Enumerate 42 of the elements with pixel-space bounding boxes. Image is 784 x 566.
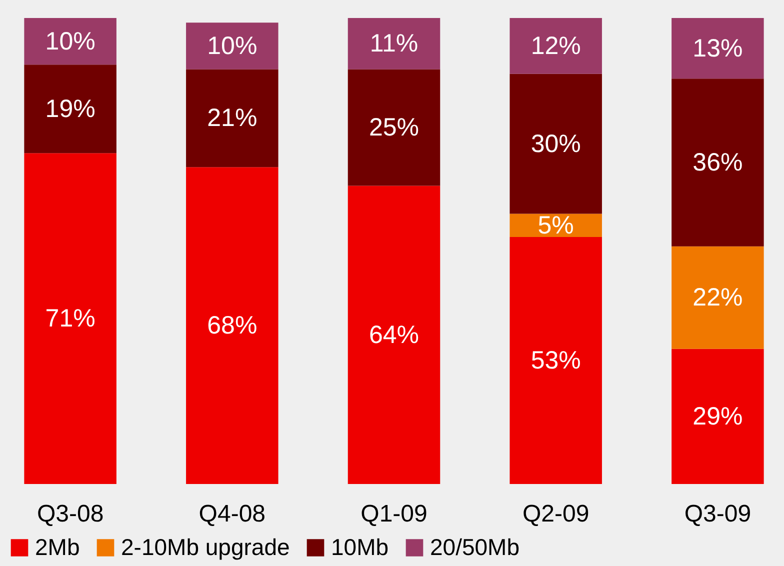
data-label: 5% [538,211,574,240]
bar [24,153,116,484]
data-label: 22% [692,284,743,312]
data-label: 64% [368,320,420,349]
data-label: 29% [692,402,743,430]
bar [348,186,440,484]
data-label: 10% [207,32,258,60]
legend-label: 2-10Mb upgrade [121,534,290,560]
legend-label: 2Mb [35,534,80,560]
data-label: 25% [368,114,420,142]
legend-label: 20/50Mb [430,534,520,560]
x-tick-label: Q2-09 [522,500,590,528]
x-tick-label: Q4-08 [198,500,266,528]
bar [348,69,440,186]
bar [510,74,602,214]
legend-label: 10Mb [331,534,389,560]
data-label: 30% [530,130,581,158]
data-label: 21% [207,104,258,132]
bar [510,237,602,484]
x-tick-label: Q3-09 [684,500,752,528]
data-label: 19% [45,94,96,123]
bar [672,348,764,484]
bar [672,78,764,246]
data-label: 68% [207,312,258,340]
data-label: 13% [692,34,743,62]
data-label: 12% [530,32,581,60]
bar [186,69,278,168]
data-label: 53% [530,346,581,375]
bar [186,167,278,484]
data-label: 10% [45,27,96,56]
x-tick-label: Q3-08 [36,500,104,528]
bar [672,18,764,79]
x-tick-label: Q1-09 [360,500,428,528]
bar [348,18,440,70]
data-label: 36% [692,148,743,176]
bar [24,18,116,65]
bar [186,22,278,70]
data-label: 11% [370,30,418,58]
bar [24,64,116,154]
data-label: 71% [45,304,96,333]
bar [672,246,764,349]
bar [510,18,602,74]
